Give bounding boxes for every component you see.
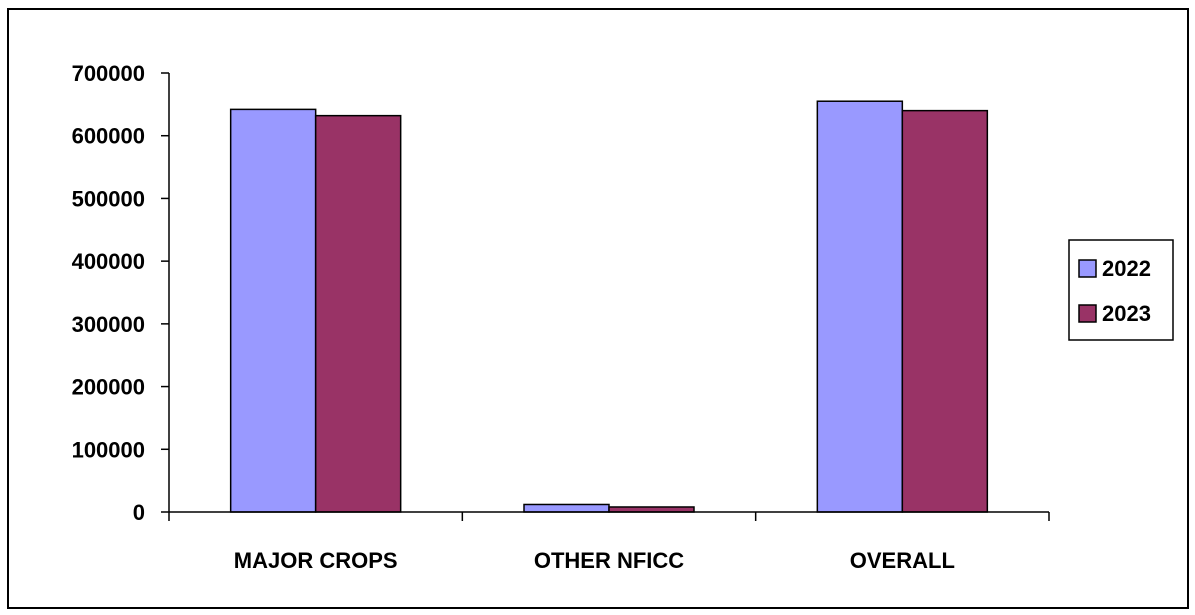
legend-swatch-2022 xyxy=(1078,259,1097,278)
y-tick-label: 300000 xyxy=(72,312,145,337)
bar-2022-major-crops xyxy=(229,108,317,513)
legend-label-2023: 2023 xyxy=(1102,301,1151,326)
bar-2023-overall xyxy=(901,109,989,513)
legend-label-2022: 2022 xyxy=(1102,256,1151,281)
x-category-label: OVERALL xyxy=(850,548,955,573)
legend-swatch-2023 xyxy=(1078,304,1097,323)
y-tick-label: 0 xyxy=(133,500,145,525)
x-category-label: OTHER NFICC xyxy=(534,548,684,573)
bar-2023-other-nficc xyxy=(608,506,695,513)
labels-layer: 0 100000 200000 300000 400000 500000 600000 700… xyxy=(72,61,955,573)
y-tick-label: 700000 xyxy=(72,61,145,86)
bar-2023-major-crops xyxy=(314,114,402,513)
y-tick-label: 100000 xyxy=(72,437,145,462)
legend: 2022 2023 xyxy=(1068,239,1174,341)
y-tick-label: 600000 xyxy=(72,124,145,149)
y-tick-label: 200000 xyxy=(72,375,145,400)
x-category-label: MAJOR CROPS xyxy=(234,548,398,573)
bar-2022-overall xyxy=(816,100,904,513)
bar-2022-other-nficc xyxy=(523,503,610,513)
legend-box xyxy=(1068,239,1174,341)
bars-layer xyxy=(229,100,989,513)
y-tick-label: 400000 xyxy=(72,249,145,274)
y-tick-label: 500000 xyxy=(72,186,145,211)
axes-layer xyxy=(161,72,1050,521)
